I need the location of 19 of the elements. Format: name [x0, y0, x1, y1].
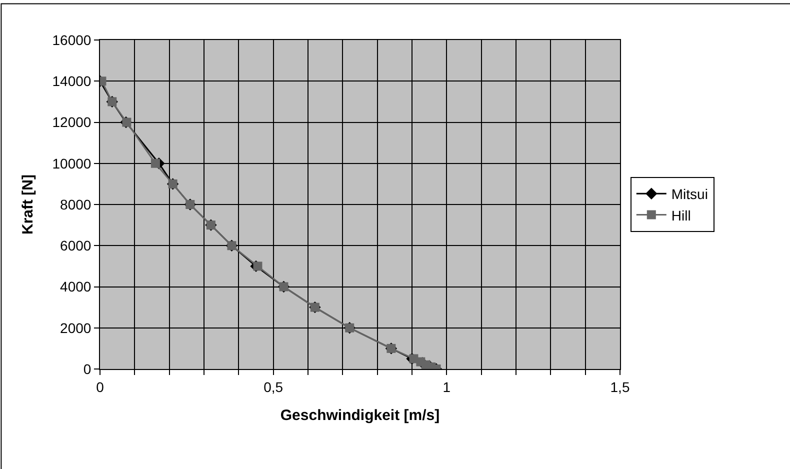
y-tick-label: 4000 [60, 278, 92, 295]
y-tick-label: 6000 [60, 238, 92, 254]
x-tick-label: 1 [442, 378, 451, 395]
y-axis-title: Kraft [N] [20, 174, 37, 234]
x-tick-label: 0 [96, 378, 104, 395]
y-tick-label: 0 [83, 360, 92, 377]
y-tick-label: 16000 [52, 32, 92, 48]
legend-label: Mitsui [671, 186, 708, 202]
point [150, 158, 160, 168]
x-axis-title: Geschwindigkeit [m/s] [280, 406, 440, 424]
x-tick-label: 1,5 [610, 378, 630, 395]
y-tick-label: 10000 [52, 155, 92, 172]
x-tick-label: 0,5 [264, 378, 284, 395]
y-tick-label: 14000 [52, 73, 92, 90]
y-tick-label: 8000 [60, 196, 92, 212]
y-tick-label: 12000 [52, 114, 92, 130]
y-tick-label: 2000 [60, 320, 92, 336]
point [253, 262, 262, 271]
legend-label: Hill [671, 207, 691, 224]
